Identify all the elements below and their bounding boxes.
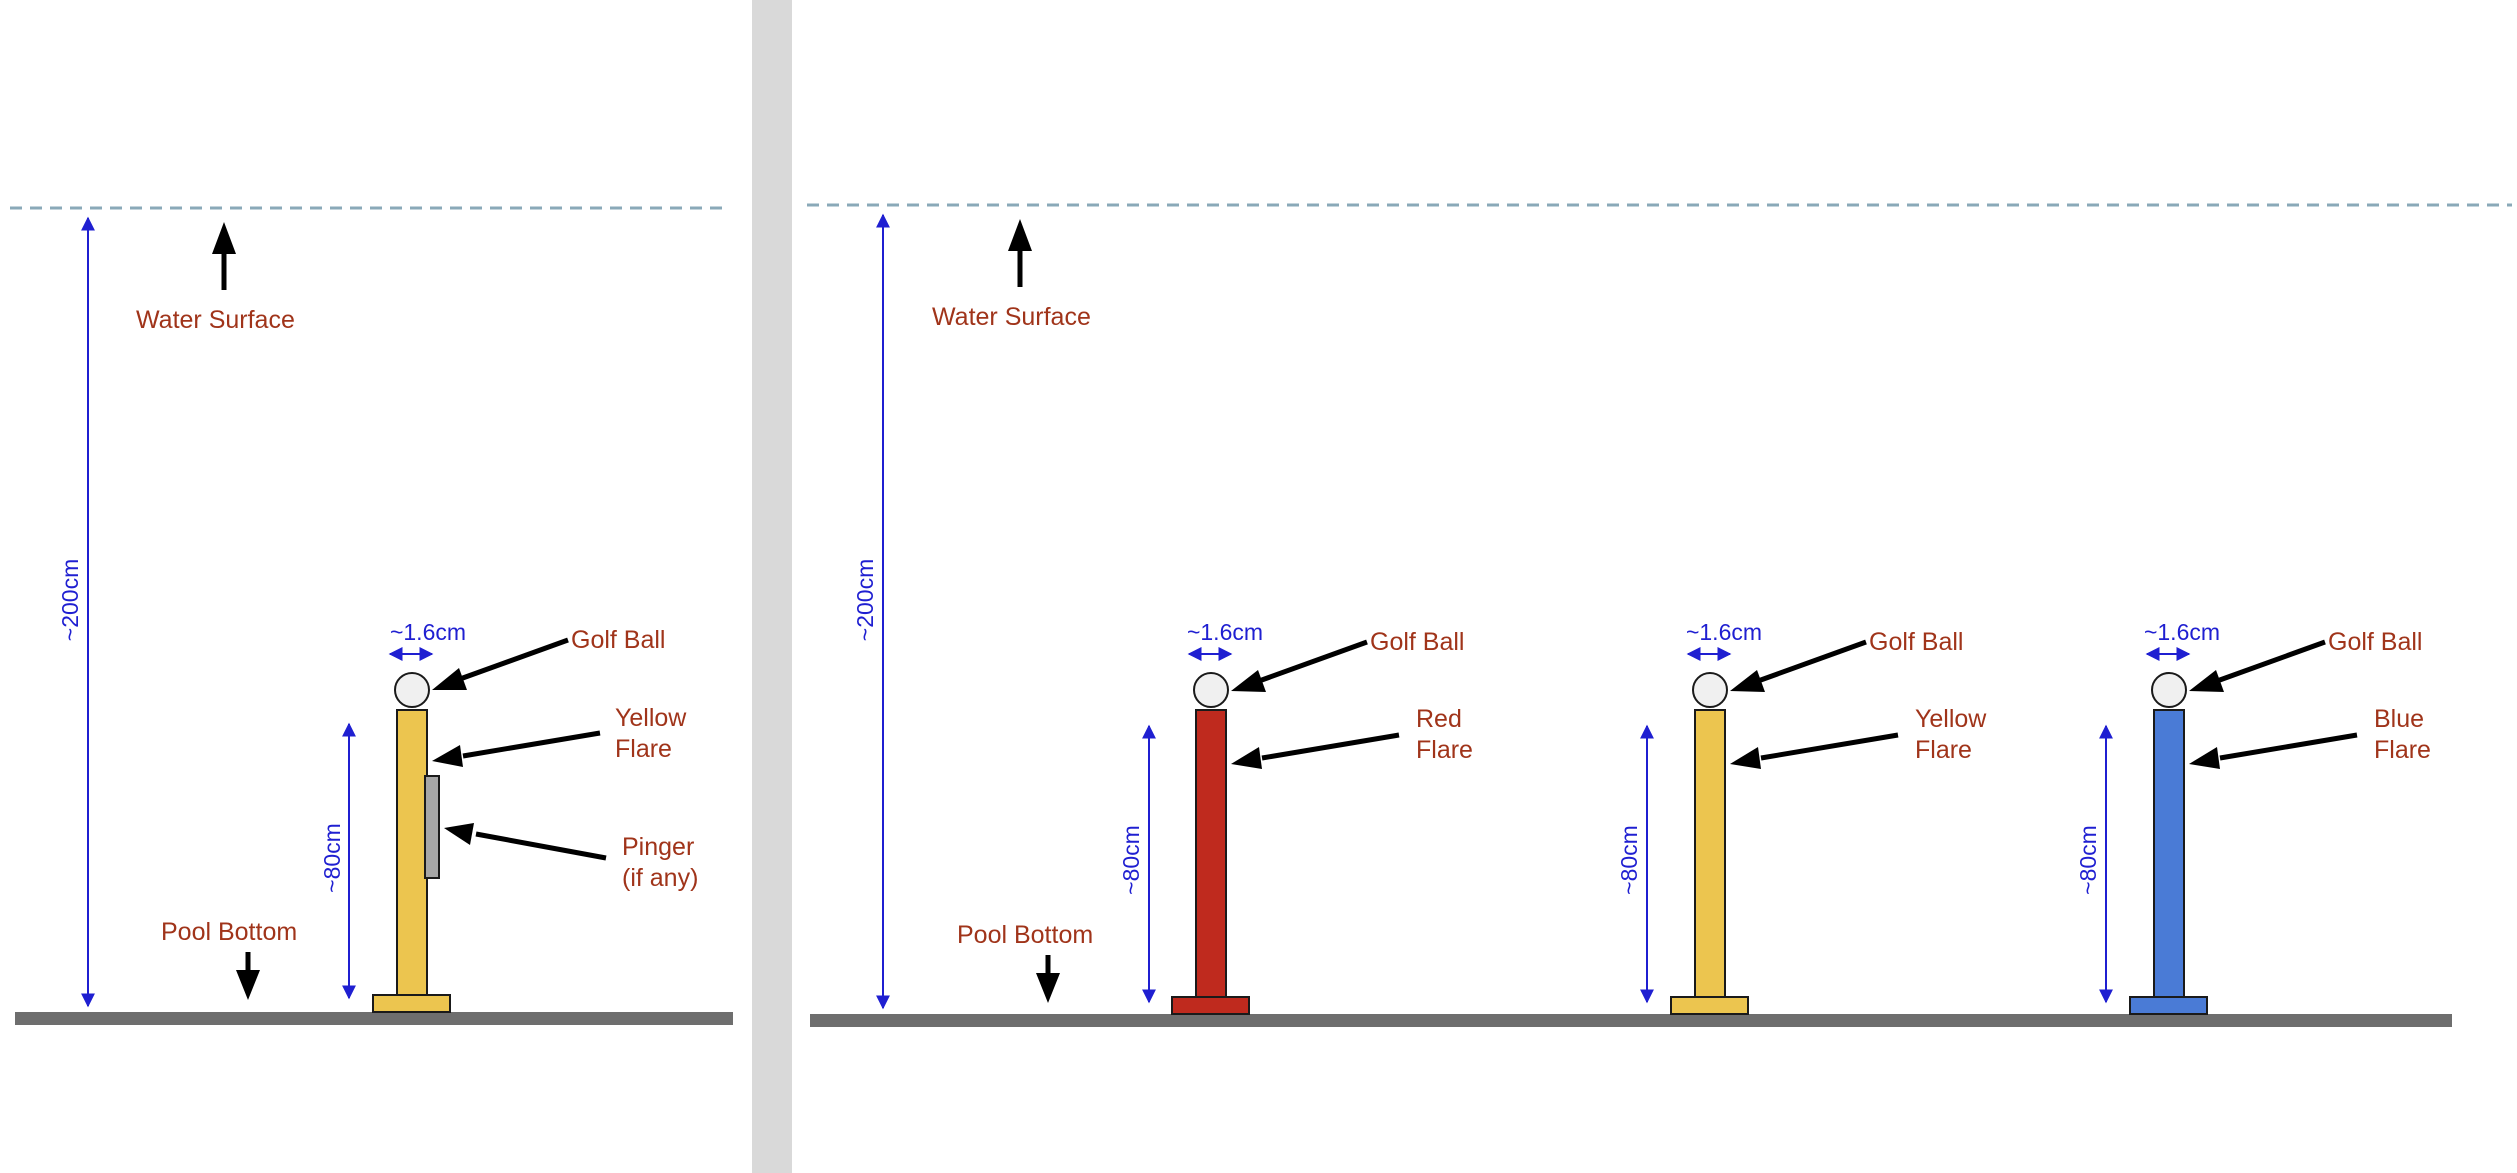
flare-arrow-head bbox=[1730, 747, 1761, 769]
flare-arrow bbox=[462, 730, 601, 759]
golf-ball bbox=[2151, 672, 2187, 708]
post-height-label: ~80cm bbox=[319, 823, 345, 893]
flare-label-line1: Blue bbox=[2374, 705, 2424, 733]
post-height-label: ~80cm bbox=[1616, 825, 1642, 895]
golf-ball-arrow-head bbox=[1730, 670, 1765, 692]
ball-width-label: ~1.6cm bbox=[390, 619, 466, 645]
flare-arrow-head bbox=[432, 745, 463, 767]
golf-ball-label: Golf Ball bbox=[1370, 628, 1464, 656]
flare-label-line2: Flare bbox=[1915, 736, 1972, 764]
post-height-label: ~80cm bbox=[1118, 825, 1144, 895]
ball-width-label: ~1.6cm bbox=[1187, 619, 1263, 645]
water-surface-arrow-head bbox=[212, 222, 236, 254]
pinger-arrow bbox=[475, 831, 607, 861]
golf-ball-arrow bbox=[1258, 639, 1368, 684]
pool-floor bbox=[810, 1014, 2452, 1027]
post-base bbox=[1670, 996, 1749, 1015]
pinger-arrow-head bbox=[444, 823, 474, 845]
pool-bottom-arrow-head bbox=[236, 970, 260, 1000]
pinger-label-line1: Pinger bbox=[622, 833, 694, 861]
flare-stick bbox=[2153, 709, 2185, 998]
flare-arrow bbox=[1261, 732, 1400, 761]
pool-bottom-arrow-head bbox=[1036, 973, 1060, 1003]
flare-label-line1: Yellow bbox=[1915, 705, 1987, 733]
golf-ball bbox=[394, 672, 430, 708]
flare-arrow bbox=[1760, 732, 1899, 761]
depth-label: ~200cm bbox=[852, 559, 878, 641]
pinger-label-line2: (if any) bbox=[622, 864, 698, 892]
flare-label-line2: Flare bbox=[2374, 736, 2431, 764]
flare-label-line1: Yellow bbox=[615, 704, 687, 732]
golf-ball-label: Golf Ball bbox=[2328, 628, 2422, 656]
flare-arrow bbox=[2219, 732, 2358, 761]
right-diagram-panel: ~200cm Water Surface Pool Bottom ~1.6cm … bbox=[792, 0, 2517, 1173]
golf-ball bbox=[1193, 672, 1229, 708]
depth-label: ~200cm bbox=[57, 559, 83, 641]
flare-label-line1: Red bbox=[1416, 705, 1462, 733]
post-yellow bbox=[372, 672, 451, 1013]
golf-ball bbox=[1692, 672, 1728, 708]
pool-bottom-label: Pool Bottom bbox=[161, 918, 297, 946]
golf-ball-arrow bbox=[459, 637, 569, 682]
water-surface-label: Water Surface bbox=[136, 306, 295, 334]
panel-separator bbox=[752, 0, 792, 1173]
golf-ball-arrow-head bbox=[432, 668, 467, 690]
ball-width-label: ~1.6cm bbox=[1686, 619, 1762, 645]
post-blue: ~1.6cm ~80cm Golf Ball Blue Flare bbox=[2075, 619, 2431, 1015]
pool-bottom-label: Pool Bottom bbox=[957, 921, 1093, 949]
water-surface-arrow-head bbox=[1008, 219, 1032, 251]
flare-label-line2: Flare bbox=[1416, 736, 1473, 764]
post-base bbox=[2129, 996, 2208, 1015]
ball-width-label: ~1.6cm bbox=[2144, 619, 2220, 645]
post-base bbox=[1171, 996, 1250, 1015]
left-diagram: ~200cm Water Surface Pool Bottom ~1.6cm … bbox=[10, 206, 733, 1025]
pool-floor bbox=[15, 1012, 733, 1025]
golf-ball-arrow-head bbox=[2189, 670, 2224, 692]
post-red: ~1.6cm ~80cm Golf Ball Red Flare bbox=[1118, 619, 1473, 1015]
golf-ball-label: Golf Ball bbox=[1869, 628, 1963, 656]
post-height-label: ~80cm bbox=[2075, 825, 2101, 895]
flare-arrow-head bbox=[2189, 747, 2220, 769]
right-diagram: ~200cm Water Surface Pool Bottom ~1.6cm … bbox=[807, 203, 2512, 1027]
post-yellow: ~1.6cm ~80cm Golf Ball Yellow Flare bbox=[1616, 619, 1987, 1015]
flare-stick bbox=[396, 709, 428, 996]
water-surface-label: Water Surface bbox=[932, 303, 1091, 331]
golf-ball-label: Golf Ball bbox=[571, 626, 665, 654]
left-diagram-panel: ~200cm Water Surface Pool Bottom ~1.6cm … bbox=[0, 0, 752, 1173]
golf-ball-arrow bbox=[1757, 639, 1867, 684]
golf-ball-arrow-head bbox=[1231, 670, 1266, 692]
flare-label-line2: Flare bbox=[615, 735, 672, 763]
flare-stick bbox=[1195, 709, 1227, 998]
post-base bbox=[372, 994, 451, 1013]
golf-ball-arrow bbox=[2216, 639, 2326, 684]
flare-arrow-head bbox=[1231, 747, 1262, 769]
pinger bbox=[424, 775, 440, 879]
flare-stick bbox=[1694, 709, 1726, 998]
